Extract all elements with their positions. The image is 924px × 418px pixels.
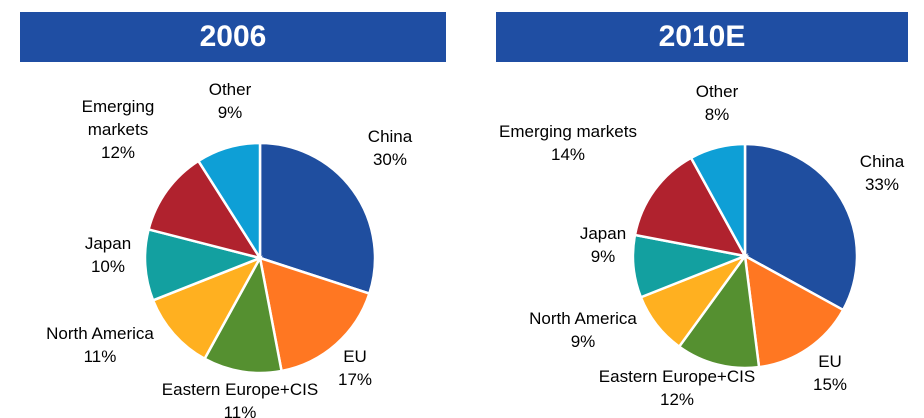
category-label: Japan bbox=[84, 234, 132, 253]
pie-slice bbox=[258, 256, 371, 373]
value-label: 11% bbox=[223, 403, 257, 418]
category-label: Other bbox=[695, 82, 739, 101]
slice-label: Other 8% bbox=[696, 80, 739, 126]
pie-slice bbox=[202, 254, 284, 375]
category-label: Japan bbox=[579, 224, 627, 243]
slice-label: Eastern Europe+CIS 11% bbox=[162, 378, 318, 418]
pie-slice bbox=[196, 141, 262, 263]
slice-label: Japan 10% bbox=[85, 232, 131, 278]
pie-slice bbox=[151, 255, 263, 361]
pie-slice bbox=[677, 252, 761, 370]
value-label: 8% bbox=[704, 105, 730, 124]
slice-label: Japan 9% bbox=[580, 222, 626, 268]
slice-label: Emerging markets 12% bbox=[78, 95, 158, 164]
chart-title: 2006 bbox=[20, 12, 446, 62]
category-label: Other bbox=[208, 80, 252, 99]
value-label: 9% bbox=[217, 103, 243, 122]
pie-slice bbox=[147, 159, 263, 260]
category-label: China bbox=[367, 127, 413, 146]
value-label: 10% bbox=[90, 257, 126, 276]
category-label: Emerging markets bbox=[81, 97, 155, 139]
slice-label: Eastern Europe+CIS 12% bbox=[599, 365, 755, 411]
slice-label: North America 11% bbox=[46, 322, 154, 368]
value-label: 9% bbox=[590, 247, 616, 266]
pie-slice bbox=[743, 253, 845, 369]
value-label: 33% bbox=[864, 175, 900, 194]
slice-label: EU 17% bbox=[338, 345, 372, 391]
category-label: North America bbox=[529, 309, 637, 328]
category-label: North America bbox=[46, 324, 154, 343]
slice-label: North America 9% bbox=[529, 307, 637, 353]
value-label: 14% bbox=[550, 145, 586, 164]
slice-label: China 33% bbox=[860, 150, 904, 196]
value-label: 11% bbox=[83, 347, 117, 366]
category-label: Emerging markets bbox=[499, 122, 637, 141]
category-label: Eastern Europe+CIS bbox=[161, 380, 319, 399]
pie-slice bbox=[633, 156, 748, 258]
slice-label: EU 15% bbox=[813, 350, 847, 396]
category-label: Eastern Europe+CIS bbox=[598, 367, 756, 386]
value-label: 12% bbox=[100, 143, 136, 162]
chart-title: 2010E bbox=[496, 12, 908, 62]
slice-label: China 30% bbox=[368, 125, 412, 171]
value-label: 12% bbox=[659, 390, 695, 409]
value-label: 30% bbox=[372, 150, 408, 169]
category-label: EU bbox=[343, 347, 367, 366]
slice-label: Emerging markets 14% bbox=[499, 120, 637, 166]
pie-slice bbox=[258, 141, 377, 296]
slice-label: Other 9% bbox=[209, 78, 252, 124]
value-label: 17% bbox=[337, 370, 373, 389]
pie-slice bbox=[689, 142, 747, 257]
category-label: China bbox=[859, 152, 905, 171]
value-label: 9% bbox=[570, 332, 596, 351]
category-label: EU bbox=[818, 352, 842, 371]
pie-slice bbox=[143, 227, 265, 302]
pie-slice bbox=[743, 142, 859, 312]
value-label: 15% bbox=[812, 375, 848, 394]
